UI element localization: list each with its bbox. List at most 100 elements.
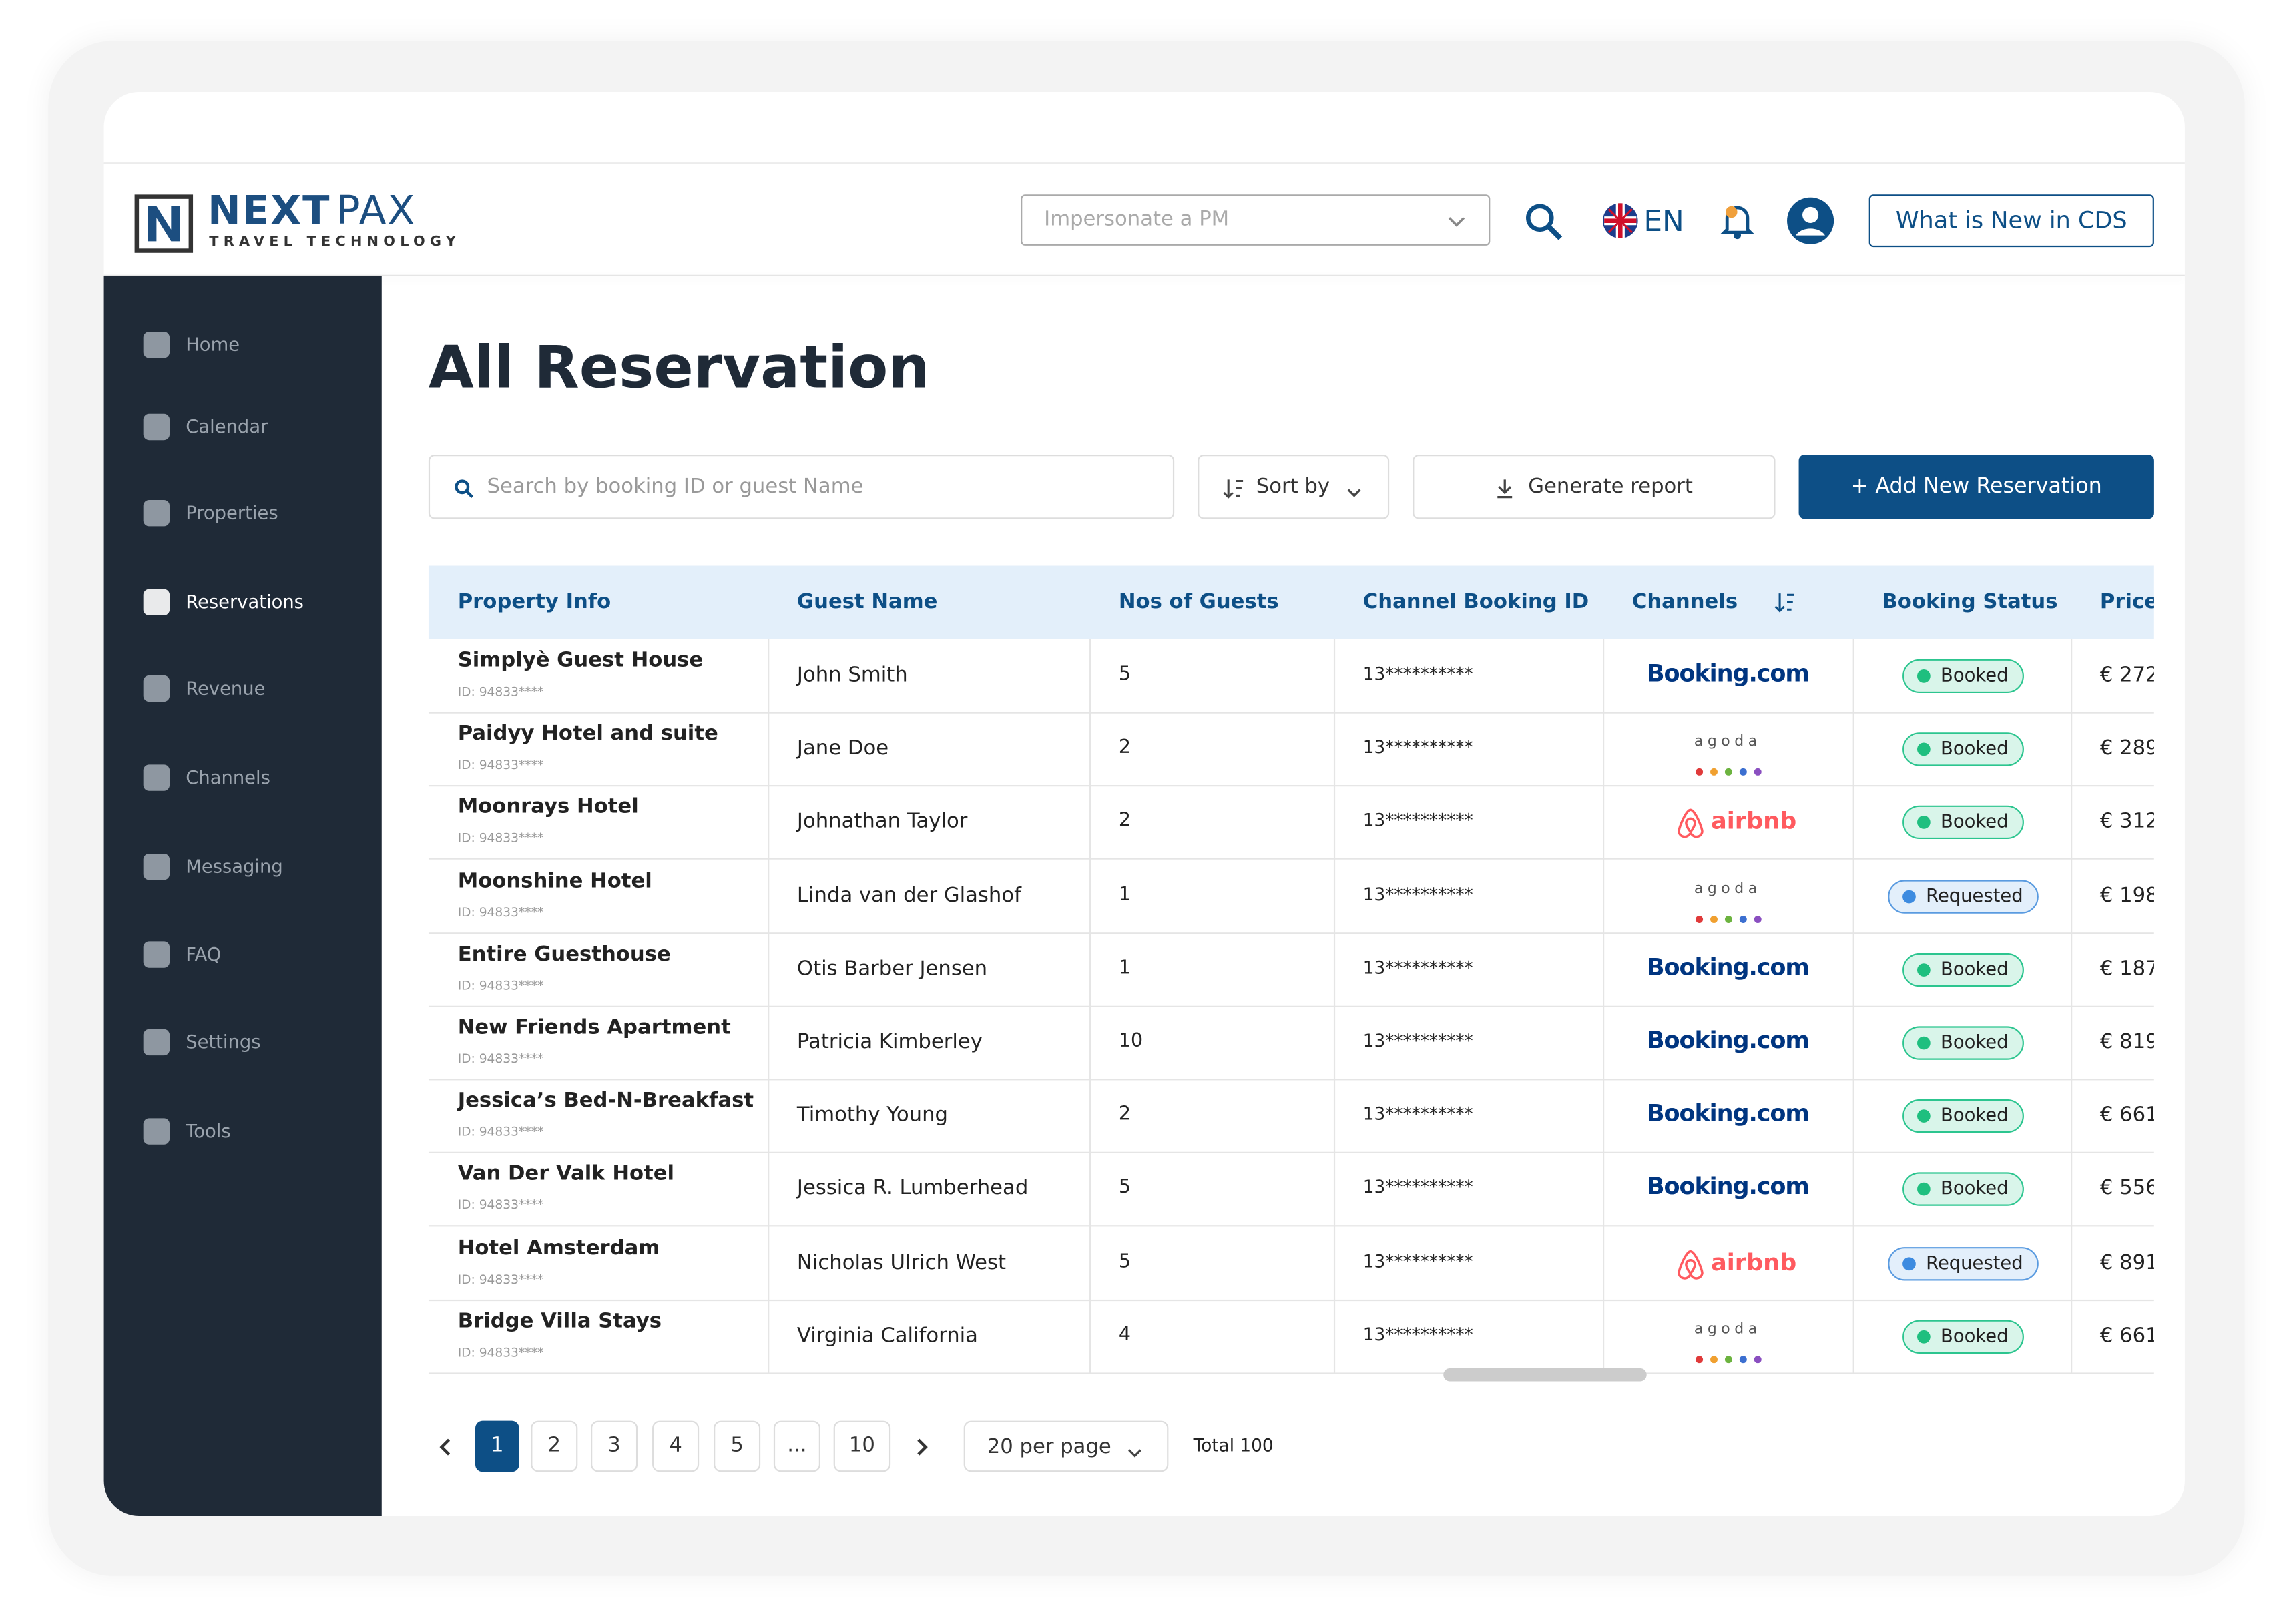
row-divider [428, 712, 2154, 714]
property-name: Paidyy Hotel and suite [457, 722, 718, 746]
guest-name: John Smith [796, 663, 908, 688]
sidebar-item[interactable]: FAQ [104, 934, 382, 975]
guest-count: 2 [1118, 737, 1131, 760]
price: € 556 [2099, 1177, 2154, 1201]
price: € 819 [2099, 1030, 2154, 1054]
page-number: 2 [547, 1434, 561, 1458]
logo-bold: NEXT [208, 188, 331, 234]
page-number: 3 [607, 1434, 621, 1458]
airbnb-icon [1676, 1248, 1706, 1280]
scrollbar [1443, 1368, 1647, 1382]
status-label: Booked [1941, 957, 2009, 979]
sidebar-item[interactable]: Properties [104, 493, 382, 533]
property-id: ID: 94833**** [457, 979, 544, 994]
top-bar-divider [103, 162, 2185, 164]
page-button[interactable]: 2 [531, 1420, 578, 1472]
search-small-icon [453, 477, 474, 499]
sidebar-item[interactable]: Messaging [104, 846, 382, 887]
sort-button[interactable]: Sort by [1198, 455, 1390, 519]
add-button[interactable]: + Add New Reservation [1798, 455, 2154, 519]
search-placeholder: Search by booking ID or guest Name [487, 475, 864, 499]
row-divider [428, 858, 2154, 860]
sidebar-item[interactable]: Home [104, 324, 382, 365]
sidebar-label: FAQ [186, 942, 222, 965]
app-window: NEXT PAX TRAVEL TECHNOLOGY Impersonate a PM… [103, 91, 2185, 1517]
channel-logo: airbnb [1603, 1226, 1853, 1300]
status-label: Booked [1941, 1324, 2009, 1346]
channel-booking-id: 13********** [1362, 810, 1473, 831]
page-number: 10 [848, 1434, 875, 1458]
prev-arrow [436, 1436, 457, 1456]
status-badge: Requested [1888, 1246, 2039, 1280]
report-button[interactable]: Generate report [1413, 455, 1776, 519]
per-page-select[interactable]: 20 per page [963, 1420, 1169, 1472]
language[interactable]: EN [1643, 203, 1684, 238]
page-button[interactable]: 10 [833, 1420, 891, 1472]
sidebar-icon [139, 1114, 174, 1149]
airbnb-icon [1676, 808, 1706, 840]
price: € 661 [2099, 1103, 2154, 1127]
status-label: Booked [1941, 1103, 2009, 1126]
price: € 661 [2099, 1324, 2154, 1348]
sidebar-icon [139, 409, 174, 445]
status-badge: Booked [1902, 806, 2025, 840]
impersonate-select[interactable]: Impersonate a PM [1021, 194, 1491, 246]
channel-logo: agoda [1603, 1299, 1853, 1372]
property-name: Entire Guesthouse [457, 942, 671, 967]
column-header: Booking Status [1882, 590, 2058, 614]
sidebar-item[interactable]: Reservations [104, 582, 382, 623]
search-box[interactable]: Search by booking ID or guest Name [428, 455, 1175, 519]
row-divider [428, 1005, 2154, 1007]
status-dot [1917, 1330, 1931, 1344]
sidebar-label: Messaging [186, 855, 283, 877]
sidebar-label: Channels [186, 766, 270, 788]
bell-icon [1718, 200, 1756, 241]
status-label: Requested [1926, 884, 2023, 906]
page-button[interactable]: ... [773, 1420, 820, 1472]
flag-uk [1601, 202, 1639, 240]
sidebar-item[interactable]: Channels [104, 757, 382, 798]
property-name: Moonshine Hotel [457, 869, 652, 893]
status-badge: Booked [1902, 659, 2025, 694]
price: € 289 [2099, 737, 2154, 761]
price: € 891 [2099, 1250, 2154, 1274]
total-count: Total 100 [1193, 1435, 1274, 1456]
channel-name: Booking.com [1646, 1026, 1810, 1054]
guest-count: 2 [1118, 810, 1131, 832]
status-label: Booked [1941, 737, 2009, 760]
page-button[interactable]: 4 [652, 1420, 700, 1472]
sidebar-item[interactable]: Tools [104, 1111, 382, 1151]
next-arrow [911, 1436, 932, 1456]
sidebar-item[interactable]: Calendar [104, 407, 382, 447]
logo-light: PAX [336, 188, 417, 234]
sidebar-label: Reservations [186, 590, 304, 613]
status-badge: Booked [1902, 1099, 2025, 1133]
sidebar-item[interactable]: Settings [104, 1022, 382, 1063]
guest-count: 1 [1118, 957, 1131, 979]
whats-new-button[interactable]: What is New in CDS [1868, 194, 2154, 248]
guest-count: 4 [1118, 1324, 1131, 1346]
column-header[interactable]: Channels [1631, 590, 1738, 614]
sidebar-icon [139, 937, 174, 973]
page-button[interactable]: 1 [475, 1420, 519, 1472]
chevron [1447, 210, 1467, 231]
sidebar-item[interactable]: Revenue [104, 668, 382, 709]
sidebar-label: Settings [186, 1030, 261, 1053]
page-button[interactable]: 3 [591, 1420, 638, 1472]
per-page-label: 20 per page [987, 1435, 1111, 1459]
status-label: Booked [1941, 663, 2009, 686]
sidebar-label: Home [186, 333, 240, 356]
status-label: Requested [1926, 1250, 2023, 1273]
table-header [428, 565, 2154, 639]
column-header: Channel Booking ID [1362, 590, 1589, 614]
agoda-dots [1695, 1342, 1762, 1363]
sidebar-icon [139, 585, 174, 620]
page-button[interactable]: 5 [714, 1420, 761, 1472]
price: € 312 [2099, 810, 2154, 834]
property-id: ID: 94833**** [457, 1125, 544, 1141]
sort-icon [1222, 477, 1246, 500]
channel-name: agoda [1694, 1321, 1762, 1338]
channel-logo: Booking.com [1603, 932, 1853, 1006]
status-dot [1917, 742, 1931, 756]
